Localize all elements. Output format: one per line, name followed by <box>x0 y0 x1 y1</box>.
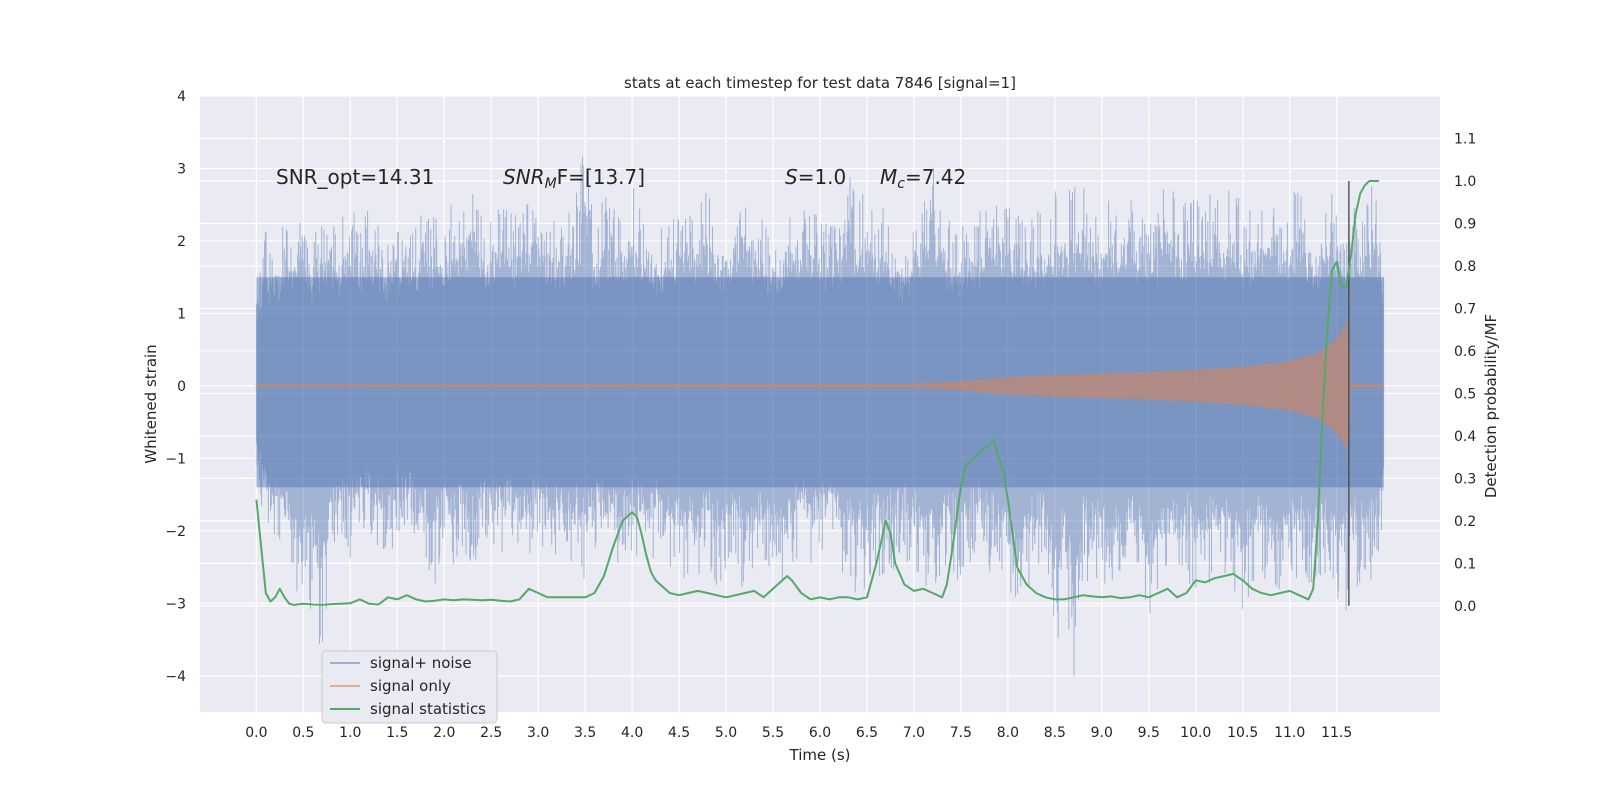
annotation-snr-mf: SNRMF=[13.7] <box>503 165 645 192</box>
legend-label-signal-statistics: signal statistics <box>370 700 486 718</box>
x-tick-label: 10.5 <box>1227 725 1258 741</box>
annotation-snr-mf-sub: M <box>545 176 557 192</box>
chart-title: stats at each timestep for test data 784… <box>624 74 1016 92</box>
annotation-snr-opt: SNR_opt=14.31 <box>276 165 434 189</box>
x-tick-label: 0.0 <box>245 725 267 741</box>
y2-tick-label: 0.8 <box>1454 259 1476 275</box>
x-tick-label: 4.0 <box>621 725 643 741</box>
legend-label-signal-noise: signal+ noise <box>370 654 472 672</box>
y-tick-label: 4 <box>177 89 186 105</box>
grid <box>200 95 1440 712</box>
y2-axis-label: Detection probability/MF <box>1482 314 1500 498</box>
y2-tick-label: 1.1 <box>1454 131 1476 147</box>
x-tick-label: 1.0 <box>339 725 361 741</box>
annotation-mc: Mc=7.42 <box>880 165 966 192</box>
annotation-mc-sub: c <box>897 176 905 192</box>
y-tick-label: −2 <box>165 524 186 540</box>
x-tick-label: 11.5 <box>1321 725 1352 741</box>
y-tick-label: −4 <box>165 669 186 685</box>
annotation-mc-base: M <box>880 165 897 189</box>
y2-tick-labels: 1.1 1.0 0.9 0.8 0.7 0.6 0.5 0.4 0.3 0.2 0.1 0.0 <box>1454 131 1476 614</box>
y2-tick-label: 0.0 <box>1454 599 1476 615</box>
y2-tick-label: 0.1 <box>1454 556 1476 572</box>
x-tick-label: 8.5 <box>1044 725 1066 741</box>
statistics-line <box>255 180 1379 606</box>
x-tick-label: 9.5 <box>1138 725 1160 741</box>
x-tick-label: 0.5 <box>292 725 314 741</box>
y-tick-label: 3 <box>177 161 186 177</box>
y2-tick-label: 0.3 <box>1454 471 1476 487</box>
series-signal-statistics <box>255 180 1379 606</box>
x-axis-label: Time (s) <box>789 746 851 764</box>
signal-trace <box>255 317 1385 454</box>
y2-tick-label: 0.6 <box>1454 344 1476 360</box>
x-tick-label: 5.5 <box>762 725 784 741</box>
x-tick-label: 6.0 <box>809 725 831 741</box>
annotation-s-value: =1.0 <box>798 165 847 189</box>
x-tick-label: 4.5 <box>668 725 690 741</box>
legend-box <box>321 650 498 724</box>
legend: signal+ noise signal only signal statist… <box>321 650 498 724</box>
y2-tick-label: 0.7 <box>1454 301 1476 317</box>
x-tick-label: 7.0 <box>903 725 925 741</box>
x-tick-label: 7.5 <box>950 725 972 741</box>
annotation-snr-mf-rest: F=[13.7] <box>557 165 645 189</box>
y-axis-label: Whitened strain <box>142 344 160 463</box>
annotation-mc-value: =7.42 <box>905 165 966 189</box>
x-tick-label: 8.0 <box>997 725 1019 741</box>
x-tick-label: 2.5 <box>480 725 502 741</box>
x-tick-label: 3.5 <box>574 725 596 741</box>
y2-tick-label: 0.4 <box>1454 429 1476 445</box>
x-tick-label: 11.0 <box>1274 725 1305 741</box>
y-tick-label: −3 <box>165 596 186 612</box>
annotation-s: S=1.0 <box>785 165 846 189</box>
x-tick-labels: 0.0 0.5 1.0 1.5 2.0 2.5 3.0 3.5 4.0 4.5 5.0 5.5 6.0 6… <box>245 725 1352 741</box>
y2-tick-label: 0.9 <box>1454 216 1476 232</box>
y2-tick-label: 0.5 <box>1454 386 1476 402</box>
x-tick-label: 9.0 <box>1091 725 1113 741</box>
x-tick-label: 6.5 <box>856 725 878 741</box>
series-signal-only <box>255 317 1385 454</box>
annotations: SNR_opt=14.31 SNRMF=[13.7] S=1.0 Mc=7.42 <box>276 165 966 192</box>
x-tick-label: 3.0 <box>527 725 549 741</box>
x-tick-label: 2.0 <box>433 725 455 741</box>
y2-tick-label: 1.0 <box>1454 174 1476 190</box>
y-tick-label: 2 <box>177 234 186 250</box>
annotation-snr-mf-base: SNR <box>503 165 545 189</box>
x-tick-label: 1.5 <box>386 725 408 741</box>
x-tick-label: 10.0 <box>1180 725 1211 741</box>
legend-label-signal-only: signal only <box>370 677 451 695</box>
y-tick-label: 1 <box>177 306 186 322</box>
y-tick-labels: 4 3 2 1 0 −1 −2 −3 −4 <box>165 89 186 685</box>
y-tick-label: −1 <box>165 451 186 467</box>
y2-tick-label: 0.2 <box>1454 514 1476 530</box>
annotation-s-label: S <box>785 165 798 189</box>
x-tick-label: 5.0 <box>715 725 737 741</box>
y-tick-label: 0 <box>177 379 186 395</box>
